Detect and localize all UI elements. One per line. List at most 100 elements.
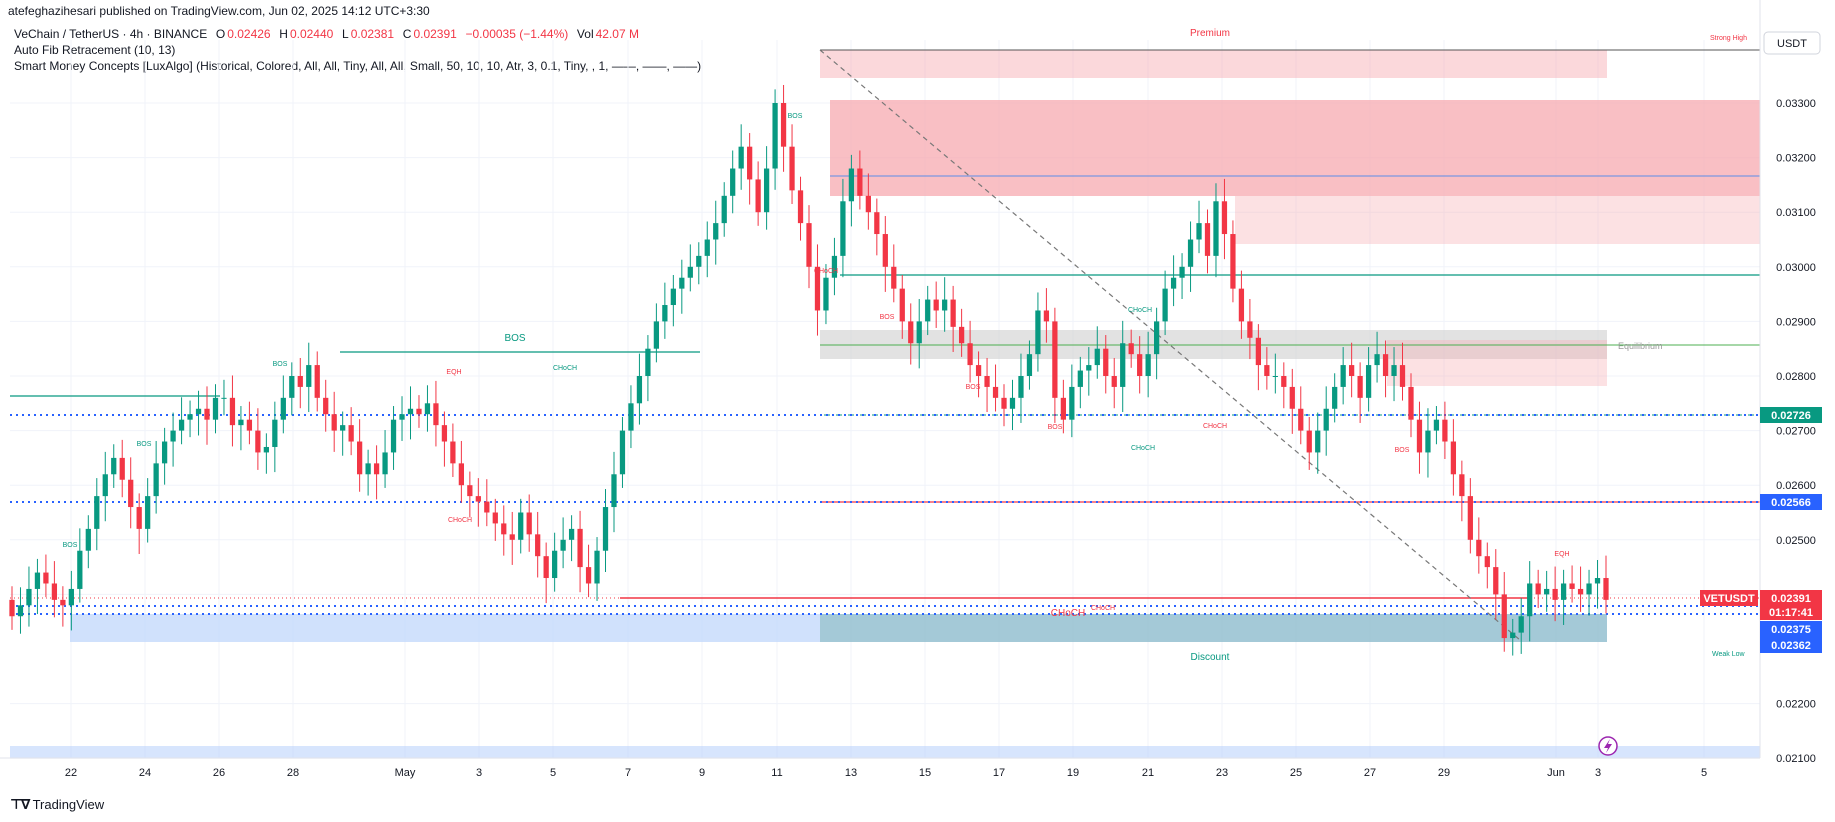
candle-body — [925, 299, 931, 322]
candle-body — [1552, 588, 1558, 600]
candle — [331, 391, 337, 452]
lightning-icon[interactable] — [1598, 736, 1618, 756]
candle — [85, 515, 91, 569]
candle-body — [1365, 365, 1372, 398]
candle-body — [908, 321, 914, 344]
candle — [1357, 362, 1363, 423]
candle-body — [170, 430, 176, 442]
candle — [34, 558, 41, 615]
candle-body — [34, 572, 41, 589]
candle — [1416, 401, 1423, 474]
price-tag-bg — [1760, 494, 1822, 510]
candle-body — [1196, 223, 1202, 240]
candle — [77, 528, 83, 603]
candle — [611, 451, 617, 533]
candle — [314, 351, 320, 412]
candle-body — [1501, 594, 1507, 639]
candle-body — [255, 430, 261, 453]
candle — [950, 285, 956, 352]
candle-body — [484, 501, 490, 513]
candle — [221, 379, 227, 416]
candle — [560, 517, 566, 569]
indicator-smc-legend[interactable]: Smart Money Concepts [LuxAlgo] (Historic… — [14, 59, 703, 73]
supply-order-block-small — [1387, 340, 1607, 386]
candle-body — [848, 168, 855, 202]
candle — [543, 542, 549, 604]
indicator-fib-legend[interactable]: Auto Fib Retracement (10, 13) — [14, 43, 177, 57]
candle — [1162, 270, 1168, 336]
candle — [942, 277, 948, 332]
supply-order-block — [830, 100, 1760, 196]
candle-body — [1018, 376, 1024, 398]
candle — [696, 242, 702, 285]
candle — [653, 303, 660, 363]
strong-high-label: Strong High — [1710, 35, 1747, 42]
x-tick-label: 5 — [1701, 767, 1707, 779]
indicator-fib-label: Auto Fib Retracement (10, 13) — [14, 43, 176, 57]
candle — [670, 274, 676, 327]
candle-body — [1162, 288, 1168, 322]
candle — [458, 440, 465, 503]
candle-body — [1577, 588, 1584, 595]
candle — [1527, 561, 1533, 642]
candle — [831, 237, 838, 296]
candle — [1153, 307, 1160, 380]
tradingview-logo[interactable]: ⊤∇ TradingView — [10, 796, 104, 813]
publisher-text: atefeghazihesari published on TradingVie… — [8, 4, 430, 18]
candle-body — [68, 588, 74, 606]
candle-body — [509, 534, 515, 540]
x-tick-label: 19 — [1067, 767, 1079, 779]
candle — [1247, 299, 1253, 360]
candle-body — [1111, 376, 1117, 387]
price-tag-label: 0.02566 — [1771, 497, 1811, 509]
candle-body — [958, 326, 965, 344]
candle-body — [874, 212, 880, 235]
smc-label: BOS — [1048, 424, 1063, 431]
candle — [772, 89, 778, 190]
candle-body — [1221, 201, 1228, 235]
candle-body — [602, 507, 609, 551]
candle-body — [1255, 337, 1262, 366]
candle-body — [331, 414, 337, 431]
candle-body — [950, 299, 956, 327]
candle — [806, 205, 812, 289]
candle — [1577, 566, 1584, 612]
candle — [526, 494, 532, 552]
smc-label: BOS — [788, 113, 803, 120]
candle — [908, 303, 914, 365]
candle — [1170, 255, 1177, 307]
candle-body — [1077, 370, 1083, 387]
price-tag-bg — [1760, 590, 1822, 606]
candle-body — [806, 223, 812, 267]
candle — [450, 423, 456, 478]
symbol-legend: VeChain / TetherUS · 4h · BINANCE O 0.024… — [14, 27, 641, 41]
candle-body — [1289, 386, 1295, 409]
candle — [619, 416, 626, 488]
candle — [984, 357, 990, 413]
candle — [713, 200, 719, 265]
candle-body — [492, 512, 498, 524]
smc-label: CHoCH — [1091, 605, 1115, 612]
candle — [1425, 408, 1431, 478]
lightning-icon-bolt — [1604, 739, 1612, 753]
candle-body — [1213, 201, 1219, 256]
candle-body — [789, 146, 795, 191]
candle — [568, 515, 575, 562]
candle — [356, 419, 363, 492]
y-tick-label: 0.03000 — [1776, 262, 1816, 274]
candle-body — [128, 479, 134, 508]
y-tick-label: 0.02100 — [1776, 753, 1816, 765]
candle-body — [865, 195, 871, 213]
candle — [848, 154, 855, 227]
x-tick-label: 23 — [1216, 767, 1228, 779]
y-tick-label: 0.02600 — [1776, 480, 1816, 492]
candle-body — [323, 397, 329, 415]
candle-body — [1357, 376, 1363, 398]
price-tag-label: 0.02726 — [1771, 410, 1811, 422]
currency-button[interactable] — [1763, 31, 1821, 55]
candle — [1077, 356, 1083, 409]
candle-body — [1094, 348, 1100, 366]
symbol-name[interactable]: VeChain / TetherUS · 4h · BINANCE — [14, 27, 208, 41]
candle — [1569, 565, 1575, 603]
